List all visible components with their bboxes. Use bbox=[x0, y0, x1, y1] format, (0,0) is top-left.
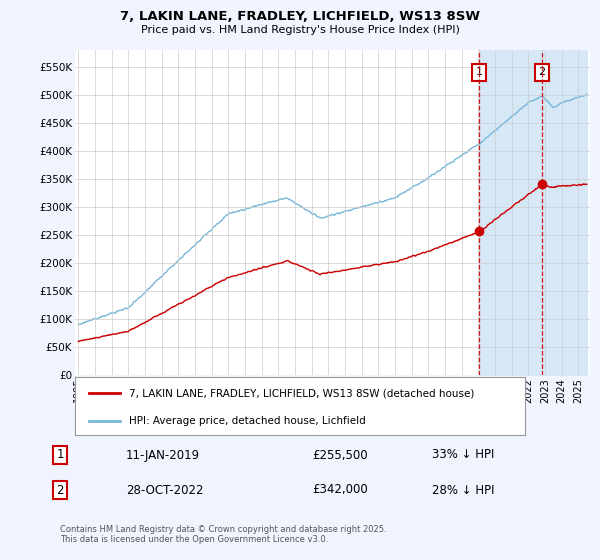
Text: 1: 1 bbox=[476, 67, 482, 77]
Text: 2: 2 bbox=[539, 67, 546, 77]
Text: Contains HM Land Registry data © Crown copyright and database right 2025.
This d: Contains HM Land Registry data © Crown c… bbox=[60, 525, 386, 544]
Text: 28-OCT-2022: 28-OCT-2022 bbox=[126, 483, 203, 497]
Text: 33% ↓ HPI: 33% ↓ HPI bbox=[432, 449, 494, 461]
Text: 7, LAKIN LANE, FRADLEY, LICHFIELD, WS13 8SW (detached house): 7, LAKIN LANE, FRADLEY, LICHFIELD, WS13 … bbox=[129, 388, 475, 398]
Text: 11-JAN-2019: 11-JAN-2019 bbox=[126, 449, 200, 461]
Text: 1: 1 bbox=[56, 449, 64, 461]
Text: £255,500: £255,500 bbox=[312, 449, 368, 461]
Text: Price paid vs. HM Land Registry's House Price Index (HPI): Price paid vs. HM Land Registry's House … bbox=[140, 25, 460, 35]
Text: 2: 2 bbox=[56, 483, 64, 497]
Text: HPI: Average price, detached house, Lichfield: HPI: Average price, detached house, Lich… bbox=[129, 416, 366, 426]
Text: 7, LAKIN LANE, FRADLEY, LICHFIELD, WS13 8SW: 7, LAKIN LANE, FRADLEY, LICHFIELD, WS13 … bbox=[120, 10, 480, 23]
Text: 28% ↓ HPI: 28% ↓ HPI bbox=[432, 483, 494, 497]
Text: £342,000: £342,000 bbox=[312, 483, 368, 497]
